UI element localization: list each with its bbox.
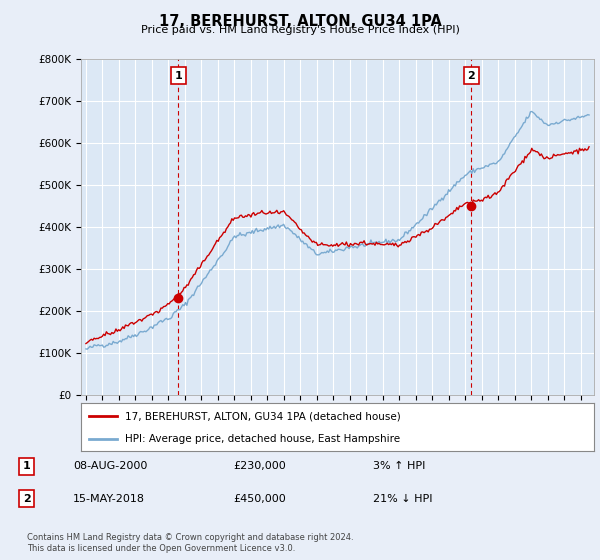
Text: HPI: Average price, detached house, East Hampshire: HPI: Average price, detached house, East…	[125, 434, 400, 444]
Text: Price paid vs. HM Land Registry's House Price Index (HPI): Price paid vs. HM Land Registry's House …	[140, 25, 460, 35]
Text: £230,000: £230,000	[233, 461, 286, 472]
Text: 08-AUG-2000: 08-AUG-2000	[73, 461, 148, 472]
Text: 15-MAY-2018: 15-MAY-2018	[73, 494, 145, 503]
Text: 17, BEREHURST, ALTON, GU34 1PA: 17, BEREHURST, ALTON, GU34 1PA	[158, 14, 442, 29]
Text: 1: 1	[23, 461, 31, 472]
Text: 2: 2	[467, 71, 475, 81]
Text: 2: 2	[23, 494, 31, 503]
Text: 1: 1	[175, 71, 182, 81]
Text: 21% ↓ HPI: 21% ↓ HPI	[373, 494, 433, 503]
Text: 17, BEREHURST, ALTON, GU34 1PA (detached house): 17, BEREHURST, ALTON, GU34 1PA (detached…	[125, 411, 400, 421]
Text: Contains HM Land Registry data © Crown copyright and database right 2024.
This d: Contains HM Land Registry data © Crown c…	[27, 533, 353, 553]
Text: £450,000: £450,000	[233, 494, 286, 503]
Text: 3% ↑ HPI: 3% ↑ HPI	[373, 461, 425, 472]
